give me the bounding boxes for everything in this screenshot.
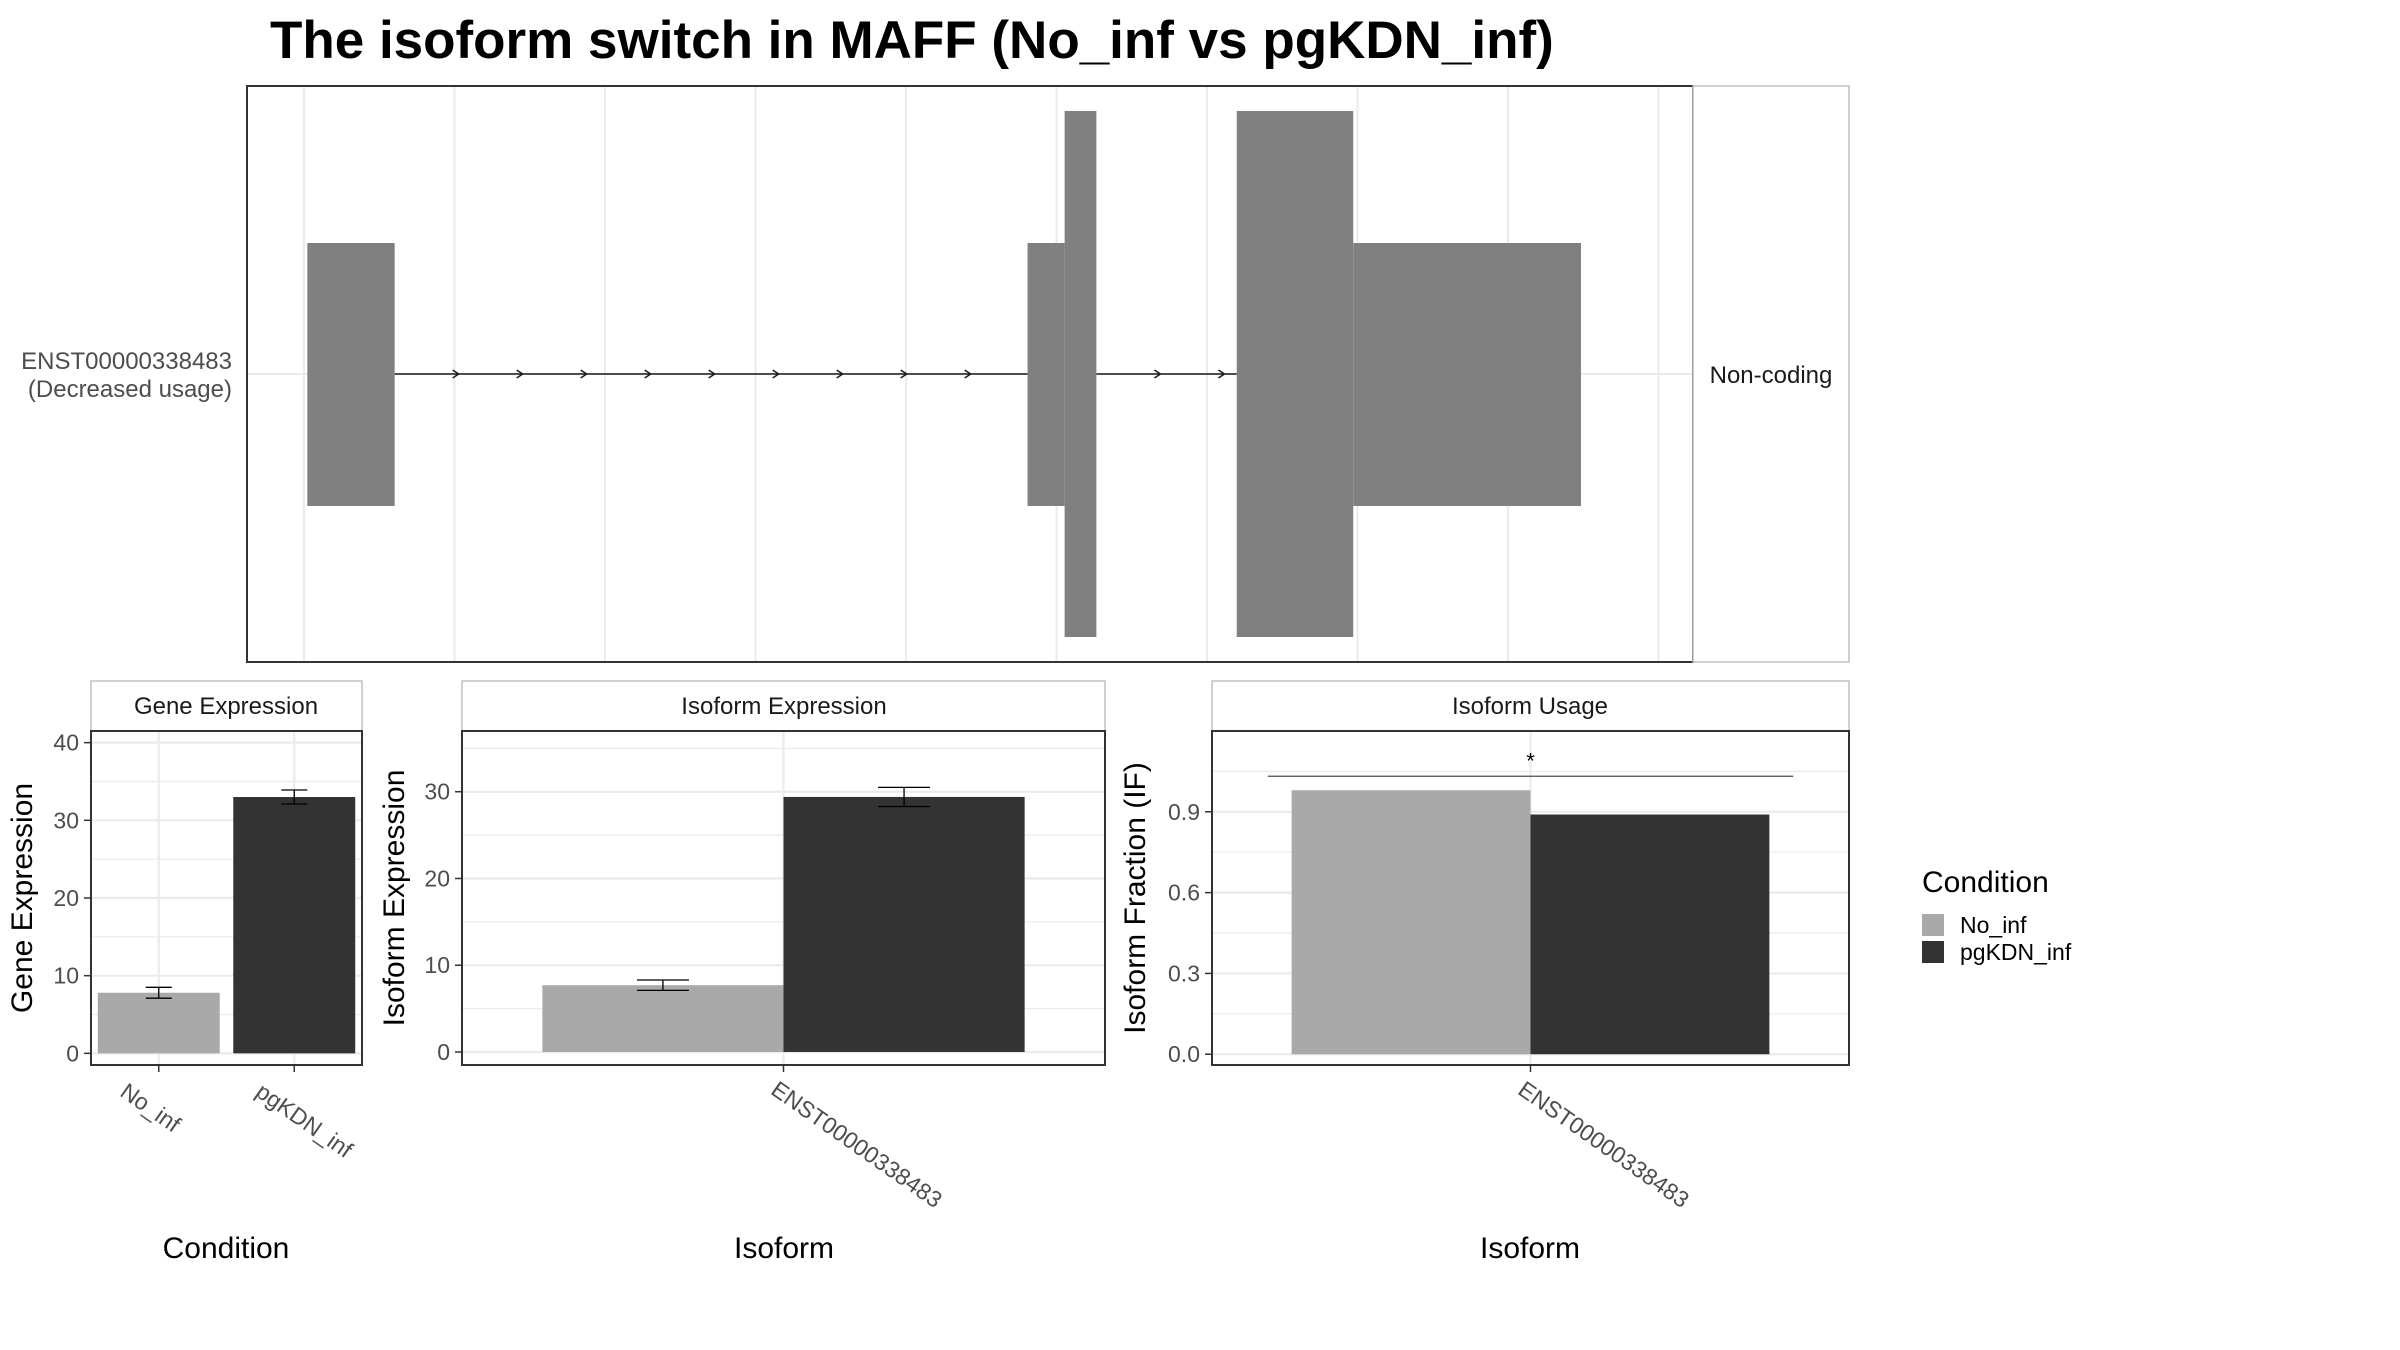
isoform-usage-bars: [1291, 790, 1770, 1055]
y-tick-label: 0.6: [1168, 880, 1200, 906]
intron-direction-arrow: [772, 369, 781, 379]
y-tick-label: 20: [53, 885, 79, 911]
structure-exons: [307, 111, 1581, 637]
exon-block: [1236, 111, 1354, 637]
isoform-expression-strip: [461, 680, 1106, 732]
bar: [97, 992, 220, 1054]
y-tick-label: 0.3: [1168, 960, 1200, 986]
gene-expression-strip: [90, 680, 363, 732]
gene-expression-y-ticks: 0 10 20 30 40: [53, 730, 91, 1066]
isoform-expression-y-ticks: 0 10 20 30: [424, 779, 462, 1065]
isoform-usage-significance: *: [1267, 748, 1794, 777]
error-bar: [281, 789, 308, 805]
intron-direction-arrow: [452, 369, 461, 379]
intron-direction-arrow: [708, 369, 717, 379]
coding-strip: [1692, 85, 1850, 663]
y-tick-label: 10: [424, 952, 450, 978]
gene-expression-y-axis-title: Gene Expression: [6, 783, 39, 1013]
intron-direction-arrow: [1217, 369, 1226, 379]
isoform-expression-x-ticks: ENST00000338483: [767, 1065, 947, 1213]
intron-direction-arrow: [580, 369, 589, 379]
isoform-expression-panel: Isoform Expression 0 10 20 30 ENST000003384…: [378, 680, 1106, 1265]
error-bar: [145, 986, 172, 999]
intron-direction-arrow: [516, 369, 525, 379]
isoform-expression-strip-label: Isoform Expression: [681, 693, 886, 720]
bar: [1291, 790, 1531, 1055]
gene-expression-x-ticks: No_inf pgKDN_inf: [116, 1065, 358, 1163]
y-tick-label: 0: [437, 1039, 450, 1065]
y-tick-label: 10: [53, 963, 79, 989]
legend-swatch: [1922, 914, 1944, 936]
gene-expression-bars: [97, 789, 356, 1054]
legend-label: pgKDN_inf: [1960, 939, 2072, 965]
x-tick-label: pgKDN_inf: [251, 1078, 358, 1163]
exon-block: [1027, 243, 1065, 506]
intron-direction-arrow: [836, 369, 845, 379]
error-bar: [878, 786, 931, 808]
isoform-usage-strip-label: Isoform Usage: [1452, 693, 1608, 720]
exon-block: [307, 243, 395, 506]
bar: [1530, 814, 1770, 1055]
y-tick-label: 0.0: [1168, 1041, 1200, 1067]
isoform-expression-x-axis-title: Isoform: [734, 1232, 834, 1265]
legend-swatch: [1922, 941, 1944, 963]
isoform-usage-strip: [1211, 680, 1850, 732]
error-bar: [636, 979, 689, 992]
y-tick-label: 40: [53, 730, 79, 756]
exon-block: [1353, 243, 1581, 506]
x-tick-label: ENST00000338483: [1514, 1076, 1694, 1213]
isoform-usage-y-axis-title: Isoform Fraction (IF): [1119, 762, 1152, 1034]
bar: [542, 985, 784, 1052]
isoform-expression-bars: [542, 786, 1025, 1052]
y-tick-label: 0.9: [1168, 799, 1200, 825]
significance-star: *: [1526, 748, 1535, 773]
figure-title: The isoform switch in MAFF (No_inf vs pg…: [270, 11, 1554, 70]
gene-expression-x-axis-title: Condition: [163, 1232, 290, 1265]
gene-expression-strip-label: Gene Expression: [134, 693, 318, 720]
intron-direction-arrow: [964, 369, 973, 379]
isoform-usage-label: (Decreased usage): [28, 376, 232, 403]
bar: [783, 796, 1025, 1052]
y-tick-label: 0: [66, 1040, 79, 1066]
isoform-usage-y-ticks: 0.0 0.3 0.6 0.9: [1168, 799, 1212, 1067]
y-tick-label: 30: [424, 779, 450, 805]
intron-direction-arrow: [1153, 369, 1162, 379]
bar: [233, 797, 356, 1054]
exon-block: [1064, 111, 1097, 637]
x-tick-label: No_inf: [116, 1078, 186, 1138]
y-tick-label: 30: [53, 807, 79, 833]
legend-label: No_inf: [1960, 912, 2027, 938]
isoform-usage-x-ticks: ENST00000338483: [1514, 1065, 1694, 1213]
gene-expression-panel: Gene Expression 0 10 20 30 40 No_inf pgKDN_in…: [6, 680, 363, 1265]
x-tick-label: ENST00000338483: [767, 1076, 947, 1213]
isoform-usage-panel: Isoform Usage * 0.0 0.3 0.6 0.9 ENST0000033…: [1119, 680, 1850, 1265]
isoform-id-label: ENST00000338483: [21, 348, 232, 375]
structure-panel: ENST00000338483 (Decreased usage) Non-co…: [21, 85, 1850, 663]
y-tick-label: 20: [424, 865, 450, 891]
isoform-expression-y-axis-title: Isoform Expression: [378, 770, 411, 1027]
coding-strip-label: Non-coding: [1710, 362, 1833, 389]
intron-direction-arrow: [644, 369, 653, 379]
legend-title: Condition: [1922, 866, 2049, 899]
isoform-usage-x-axis-title: Isoform: [1480, 1232, 1580, 1265]
structure-introns: [394, 369, 1237, 379]
intron-direction-arrow: [900, 369, 909, 379]
